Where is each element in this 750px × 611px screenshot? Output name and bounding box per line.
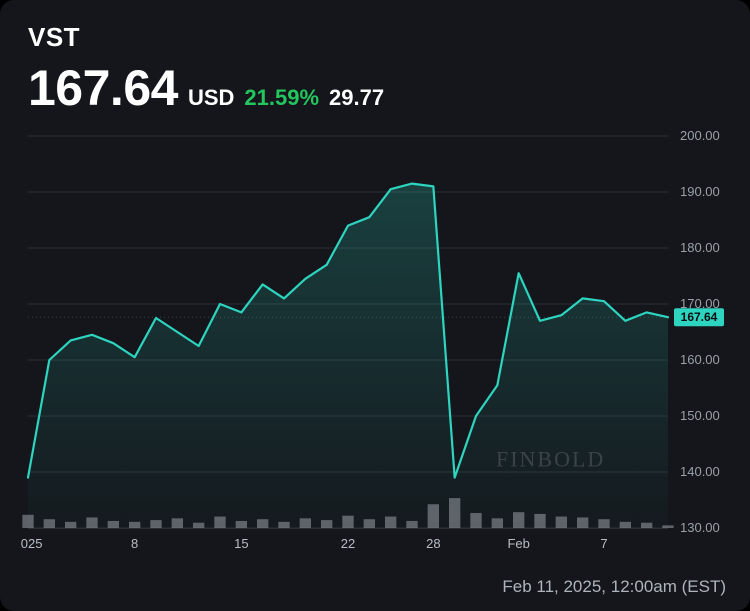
x-axis-label: 15 — [234, 536, 248, 551]
x-axis-label: 2025 — [20, 536, 42, 551]
volume-bar — [321, 520, 332, 528]
price-value: 167.64 — [28, 59, 178, 117]
volume-bar — [108, 521, 119, 528]
area-fill — [28, 184, 668, 528]
x-axis-label: 8 — [131, 536, 138, 551]
chart-area: 130.00140.00150.00160.00170.00180.00190.… — [20, 130, 730, 561]
volume-bar — [428, 504, 439, 528]
change-percent: 21.59% — [244, 85, 319, 111]
header: VST 167.64 USD 21.59% 29.77 — [0, 0, 750, 117]
x-axis-label: Feb — [507, 536, 529, 551]
x-axis-label: 22 — [341, 536, 355, 551]
volume-bar — [300, 518, 311, 528]
volume-bar — [257, 519, 268, 528]
volume-bar — [129, 522, 140, 528]
volume-bar — [214, 517, 225, 528]
y-axis-label: 160.00 — [680, 352, 720, 367]
volume-bar — [278, 522, 289, 528]
current-price-tag-text: 167.64 — [681, 310, 718, 324]
volume-bar — [534, 514, 545, 528]
volume-bar — [150, 520, 161, 528]
volume-bar — [620, 522, 631, 528]
volume-bar — [641, 523, 652, 528]
volume-bar — [577, 517, 588, 528]
volume-bar — [598, 519, 609, 528]
x-axis-label: 28 — [426, 536, 440, 551]
volume-bar — [193, 523, 204, 528]
watermark: FINBOLD — [496, 446, 605, 471]
volume-bar — [406, 521, 417, 528]
volume-bar — [342, 516, 353, 528]
change-absolute: 29.77 — [329, 85, 384, 111]
volume-bar — [65, 522, 76, 528]
y-axis-label: 150.00 — [680, 408, 720, 423]
volume-bar — [44, 519, 55, 528]
volume-bar — [556, 517, 567, 528]
y-axis-label: 140.00 — [680, 464, 720, 479]
volume-bar — [449, 498, 460, 528]
currency-label: USD — [188, 85, 234, 111]
volume-bar — [86, 517, 97, 528]
volume-bar — [513, 512, 524, 528]
volume-bar — [385, 517, 396, 528]
ticker-symbol: VST — [28, 22, 722, 53]
stock-chart-card: VST 167.64 USD 21.59% 29.77 130.00 140.00… — [0, 0, 750, 611]
x-axis-label: 7 — [600, 536, 607, 551]
volume-bar — [236, 521, 247, 528]
volume-bar — [364, 519, 375, 528]
price-row: 167.64 USD 21.59% 29.77 — [28, 59, 722, 117]
volume-bar — [172, 518, 183, 528]
y-axis-label: 180.00 — [680, 240, 720, 255]
y-axis-label: 190.00 — [680, 184, 720, 199]
volume-bar — [492, 518, 503, 528]
y-axis-label: 200.00 — [680, 130, 720, 143]
volume-bar — [662, 525, 673, 528]
volume-bar — [470, 513, 481, 528]
y-axis-label: 130.00 — [680, 520, 720, 535]
timestamp-label: Feb 11, 2025, 12:00am (EST) — [502, 577, 726, 597]
price-chart: 130.00140.00150.00160.00170.00180.00190.… — [20, 130, 730, 561]
volume-bar — [22, 515, 33, 528]
